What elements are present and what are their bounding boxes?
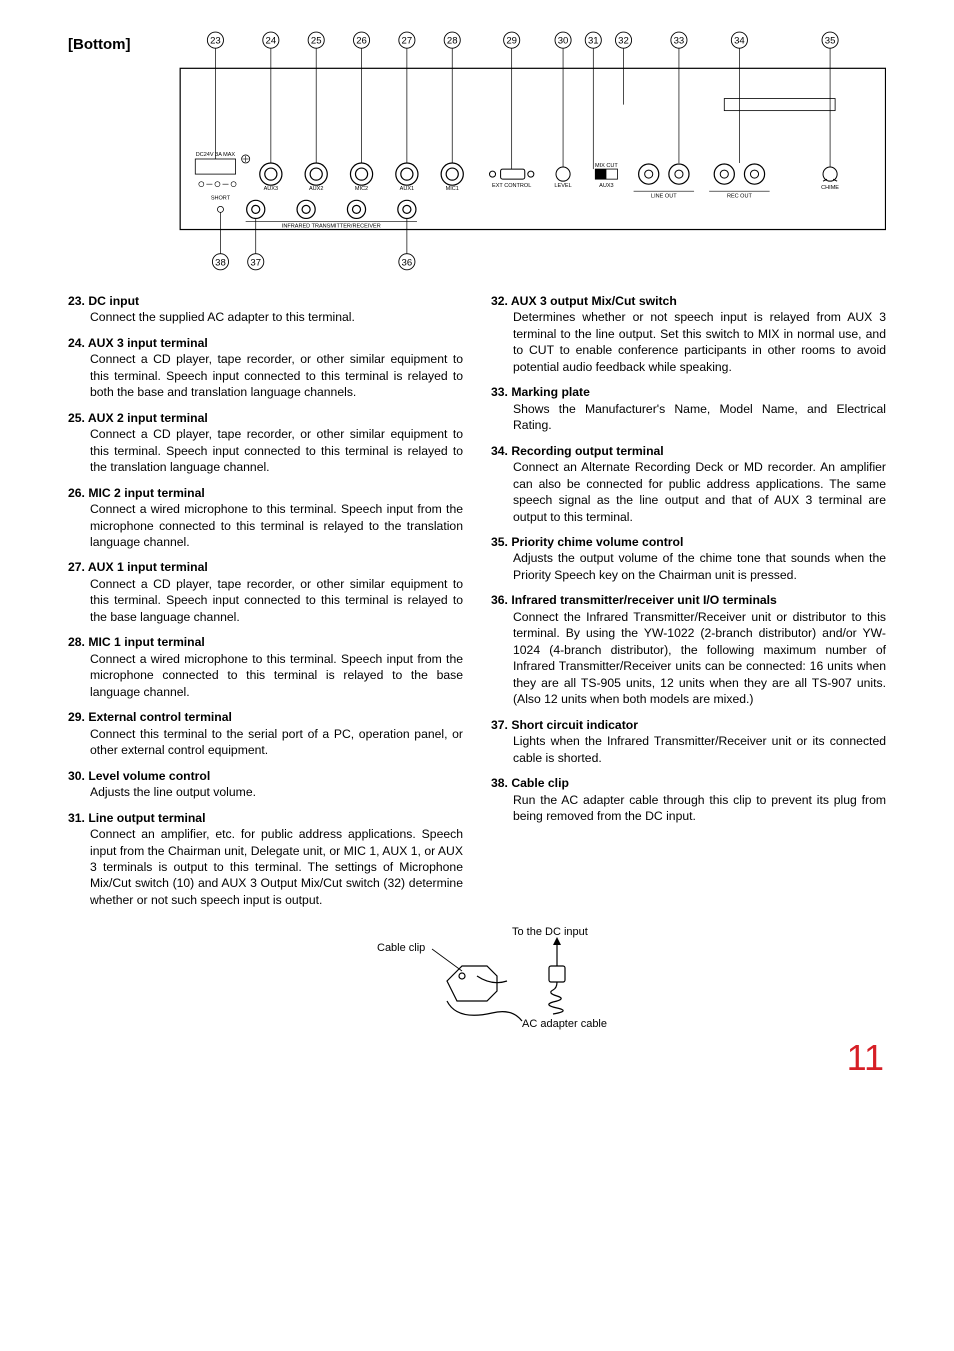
desc-item-head: 26. MIC 2 input terminal: [68, 485, 463, 501]
svg-text:INFRARED TRANSMITTER/RECEIVER: INFRARED TRANSMITTER/RECEIVER: [282, 224, 381, 230]
desc-item-head: 25. AUX 2 input terminal: [68, 410, 463, 426]
desc-item-body: Connect an amplifier, etc. for public ad…: [68, 826, 463, 908]
svg-text:29: 29: [507, 36, 518, 47]
desc-item-head: 29. External control terminal: [68, 709, 463, 725]
desc-item: 25. AUX 2 input terminalConnect a CD pla…: [68, 410, 463, 476]
desc-item-body: Connect a wired microphone to this termi…: [68, 651, 463, 700]
right-column: 32. AUX 3 output Mix/Cut switchDetermine…: [491, 293, 886, 917]
desc-item: 29. External control terminalConnect thi…: [68, 709, 463, 758]
desc-item-head: 24. AUX 3 input terminal: [68, 335, 463, 351]
svg-text:30: 30: [558, 36, 569, 47]
svg-text:SHORT: SHORT: [211, 195, 231, 201]
desc-item-head: 33. Marking plate: [491, 384, 886, 400]
desc-item-body: Shows the Manufacturer's Name, Model Nam…: [491, 401, 886, 434]
svg-text:26: 26: [357, 36, 368, 47]
svg-text:MIX CUT: MIX CUT: [596, 163, 619, 169]
desc-item-body: Lights when the Infrared Transmitter/Rec…: [491, 733, 886, 766]
desc-item: 34. Recording output terminalConnect an …: [491, 443, 886, 525]
desc-item: 32. AUX 3 output Mix/Cut switchDetermine…: [491, 293, 886, 375]
desc-item: 31. Line output terminalConnect an ampli…: [68, 810, 463, 909]
svg-text:AUX3: AUX3: [264, 186, 278, 192]
desc-item: 38. Cable clipRun the AC adapter cable t…: [491, 775, 886, 824]
desc-item: 26. MIC 2 input terminalConnect a wired …: [68, 485, 463, 551]
desc-item-body: Connect the supplied AC adapter to this …: [68, 309, 463, 325]
desc-item-head: 36. Infrared transmitter/receiver unit I…: [491, 592, 886, 608]
desc-item-body: Connect a CD player, tape recorder, or o…: [68, 351, 463, 400]
desc-item-body: Connect the Infrared Transmitter/Receive…: [491, 609, 886, 708]
desc-item-body: Connect a wired microphone to this termi…: [68, 501, 463, 550]
svg-text:23: 23: [211, 36, 222, 47]
svg-text:MIC1: MIC1: [446, 186, 459, 192]
svg-text:EXT CONTROL: EXT CONTROL: [493, 183, 532, 189]
left-column: 23. DC inputConnect the supplied AC adap…: [68, 293, 463, 917]
desc-item-head: 38. Cable clip: [491, 775, 886, 791]
svg-text:34: 34: [735, 36, 746, 47]
svg-text:AUX1: AUX1: [400, 186, 414, 192]
bottom-diagram: DC24V 3A MAX SHORT AUX3 AUX2 MIC2 AUX1 M…: [160, 28, 886, 285]
svg-text:24: 24: [266, 36, 277, 47]
desc-item-head: 37. Short circuit indicator: [491, 717, 886, 733]
diagram-svg: DC24V 3A MAX SHORT AUX3 AUX2 MIC2 AUX1 M…: [160, 28, 886, 280]
svg-text:To the DC input: To the DC input: [512, 926, 588, 938]
cable-clip-figure: Cable clip To the DC input AC adapter ca…: [68, 921, 886, 1031]
svg-text:32: 32: [619, 36, 630, 47]
svg-text:31: 31: [588, 36, 599, 47]
svg-text:28: 28: [447, 36, 458, 47]
section-title: [Bottom]: [68, 28, 130, 53]
desc-item: 33. Marking plateShows the Manufacturer'…: [491, 384, 886, 433]
desc-item: 24. AUX 3 input terminalConnect a CD pla…: [68, 335, 463, 401]
desc-item: 37. Short circuit indicatorLights when t…: [491, 717, 886, 766]
desc-item: 30. Level volume controlAdjusts the line…: [68, 768, 463, 801]
svg-text:AC adapter cable: AC adapter cable: [522, 1018, 607, 1030]
svg-text:33: 33: [674, 36, 685, 47]
desc-item: 35. Priority chime volume controlAdjusts…: [491, 534, 886, 583]
desc-item-body: Run the AC adapter cable through this cl…: [491, 792, 886, 825]
svg-text:AUX2: AUX2: [309, 186, 323, 192]
desc-item-head: 35. Priority chime volume control: [491, 534, 886, 550]
svg-text:Cable clip: Cable clip: [377, 942, 425, 954]
desc-item-head: 30. Level volume control: [68, 768, 463, 784]
desc-item-body: Determines whether or not speech input i…: [491, 309, 886, 375]
desc-item-head: 34. Recording output terminal: [491, 443, 886, 459]
svg-text:LEVEL: LEVEL: [555, 183, 572, 189]
svg-text:AUX3: AUX3: [600, 183, 614, 189]
svg-text:38: 38: [216, 257, 227, 268]
desc-item-body: Connect a CD player, tape recorder, or o…: [68, 576, 463, 625]
page-number: 11: [68, 1037, 886, 1079]
desc-item-body: Connect an Alternate Recording Deck or M…: [491, 459, 886, 525]
svg-text:27: 27: [402, 36, 413, 47]
desc-item-body: Connect a CD player, tape recorder, or o…: [68, 426, 463, 475]
desc-item-head: 32. AUX 3 output Mix/Cut switch: [491, 293, 886, 309]
svg-text:REC OUT: REC OUT: [727, 193, 753, 199]
svg-text:37: 37: [251, 257, 262, 268]
desc-item: 27. AUX 1 input terminalConnect a CD pla…: [68, 559, 463, 625]
svg-text:MIC2: MIC2: [355, 186, 368, 192]
svg-text:36: 36: [402, 257, 413, 268]
svg-text:LINE OUT: LINE OUT: [652, 193, 678, 199]
desc-item-body: Adjusts the output volume of the chime t…: [491, 550, 886, 583]
desc-item: 36. Infrared transmitter/receiver unit I…: [491, 592, 886, 707]
desc-item-head: 23. DC input: [68, 293, 463, 309]
svg-text:CHIME: CHIME: [822, 185, 840, 191]
desc-item-head: 28. MIC 1 input terminal: [68, 634, 463, 650]
desc-item: 23. DC inputConnect the supplied AC adap…: [68, 293, 463, 326]
desc-item: 28. MIC 1 input terminalConnect a wired …: [68, 634, 463, 700]
desc-item-head: 31. Line output terminal: [68, 810, 463, 826]
svg-text:25: 25: [311, 36, 322, 47]
desc-item-head: 27. AUX 1 input terminal: [68, 559, 463, 575]
desc-item-body: Adjusts the line output volume.: [68, 784, 463, 800]
svg-text:35: 35: [825, 36, 836, 47]
desc-item-body: Connect this terminal to the serial port…: [68, 726, 463, 759]
